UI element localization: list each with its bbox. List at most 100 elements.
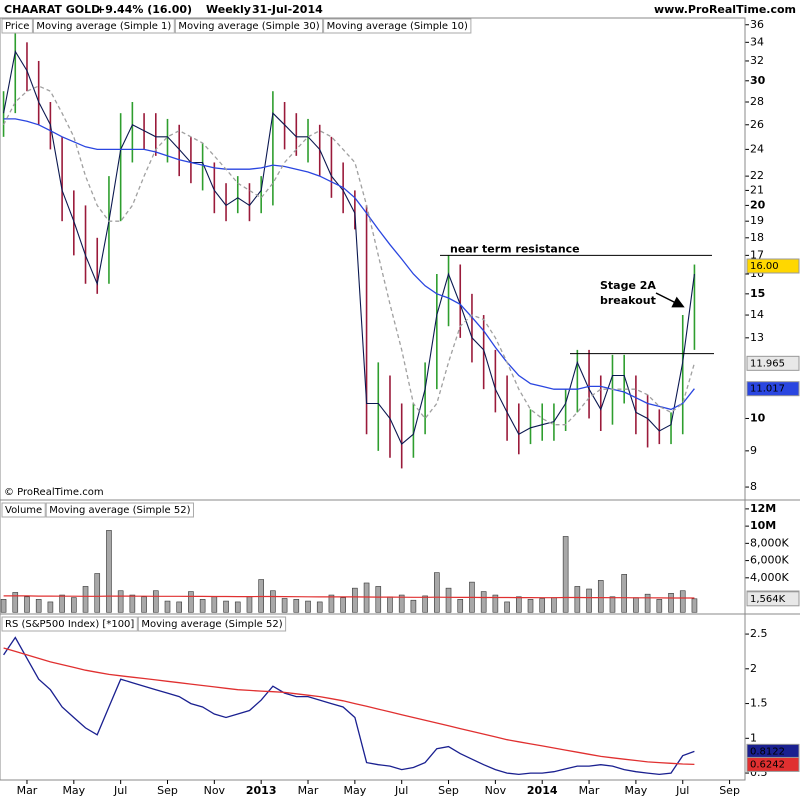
y-tick-label: 8,000K	[750, 536, 789, 549]
volume-bar	[398, 594, 405, 613]
annotation: breakout	[600, 294, 656, 307]
volume-bar	[94, 573, 101, 613]
y-tick-label: 21	[750, 183, 764, 196]
x-tick-label: Sep	[719, 784, 740, 797]
y-tick-label: 2	[750, 662, 757, 675]
legend-box	[1, 616, 138, 632]
value-box-label: 11.017	[750, 384, 785, 395]
legend-entry: Moving average (Simple 52)	[49, 505, 190, 516]
volume-bar	[223, 600, 229, 613]
x-tick-label: Sep	[157, 784, 178, 797]
y-tick-label: 8	[750, 480, 757, 493]
legend-entry: Moving average (Simple 30)	[178, 21, 319, 32]
volume-bar	[188, 591, 194, 613]
y-tick-label: 4,000K	[750, 571, 789, 584]
y-tick-label: 22	[750, 169, 764, 182]
y-tick-label: 13	[750, 331, 764, 344]
y-tick-label: 26	[750, 118, 764, 131]
volume-bar	[515, 596, 522, 613]
ma-line	[3, 85, 696, 426]
volume-bar	[445, 587, 452, 613]
volume-bar	[679, 590, 686, 613]
volume-bar	[527, 599, 534, 613]
rs-line	[3, 636, 695, 776]
symbol: CHAARAT GOLD	[4, 3, 100, 16]
y-tick-label: 2.5	[750, 627, 768, 640]
legend-box	[1, 502, 46, 518]
x-tick-label: Nov	[485, 784, 507, 797]
value-box-label: 1,564K	[750, 594, 786, 605]
watermark: © ProRealTime.com	[4, 487, 104, 498]
volume-bar	[340, 597, 346, 613]
legend-entry: RS (S&P500 Index) [*100]	[5, 619, 134, 630]
volume-bar	[47, 601, 54, 613]
period: Weekly	[206, 3, 251, 16]
x-tick-label: Jul	[394, 784, 408, 797]
volume-bar	[71, 597, 77, 613]
arrow	[655, 292, 685, 308]
value-box-label: 16.00	[750, 261, 779, 272]
site: www.ProRealTime.com	[654, 3, 796, 16]
y-tick-label: 15	[750, 287, 765, 300]
volume-bar	[164, 600, 171, 613]
volume-bar	[328, 594, 335, 613]
volume-bar	[0, 599, 7, 613]
legend-box	[32, 18, 175, 34]
value-box	[746, 381, 800, 397]
x-tick-label: Jul	[113, 784, 127, 797]
x-tick-label: May	[62, 784, 85, 797]
volume-bar	[633, 597, 639, 613]
volume-bar	[597, 580, 604, 613]
legend-entry: Moving average (Simple 10)	[327, 21, 468, 32]
legend-box	[45, 502, 194, 518]
y-tick-label: 10M	[750, 519, 776, 532]
y-tick-label: 34	[750, 35, 764, 48]
volume-bar	[24, 596, 30, 613]
volume-bar	[480, 591, 487, 613]
volume-bar	[234, 601, 241, 613]
y-tick-label: 18	[750, 231, 764, 244]
volume-bar	[316, 601, 323, 613]
volume-bar	[691, 598, 698, 613]
legend-entry: Price	[5, 21, 29, 32]
volume-bar	[211, 596, 218, 613]
x-tick-label: Mar	[17, 784, 38, 797]
x-tick-label: Sep	[438, 784, 459, 797]
value-box	[746, 355, 800, 371]
legend-box	[323, 18, 472, 34]
volume-bar	[12, 592, 19, 613]
x-tick-label: 2013	[246, 784, 277, 797]
plot-area	[0, 33, 698, 776]
legend-box	[1, 18, 33, 34]
y-tick-label: 1.5	[750, 697, 768, 710]
x-tick-label: Nov	[204, 784, 226, 797]
y-tick-label: 12M	[750, 502, 776, 515]
volume-bar	[609, 596, 616, 613]
volume-bar	[35, 599, 42, 613]
legend-entry: Moving average (Simple 1)	[36, 21, 171, 32]
value-box-label: 0.6242	[750, 759, 785, 770]
ma-line	[3, 118, 695, 411]
volume-bar	[129, 594, 136, 613]
annotation: near term resistance	[450, 242, 580, 255]
volume-bar	[492, 594, 499, 613]
volume-bar	[176, 601, 183, 613]
value-box-label: 0.8122	[750, 746, 785, 757]
volume-bar	[117, 590, 124, 613]
volume-bar	[410, 599, 417, 613]
rs-line	[3, 647, 695, 766]
change: +9.44% (16.00)	[96, 3, 192, 16]
x-tick-label: Mar	[298, 784, 319, 797]
volume-bar	[457, 599, 464, 613]
volume-bar	[621, 574, 627, 613]
volume-bar	[656, 599, 663, 613]
x-tick-label: 2014	[527, 784, 558, 797]
volume-bar	[152, 590, 159, 613]
y-tick-label: 20	[750, 198, 766, 211]
volume-bar	[574, 586, 581, 613]
volume-bar	[82, 586, 89, 613]
y-tick-label: 9	[750, 444, 757, 457]
volume-bar	[293, 599, 300, 613]
annotation: Stage 2A	[600, 279, 656, 292]
